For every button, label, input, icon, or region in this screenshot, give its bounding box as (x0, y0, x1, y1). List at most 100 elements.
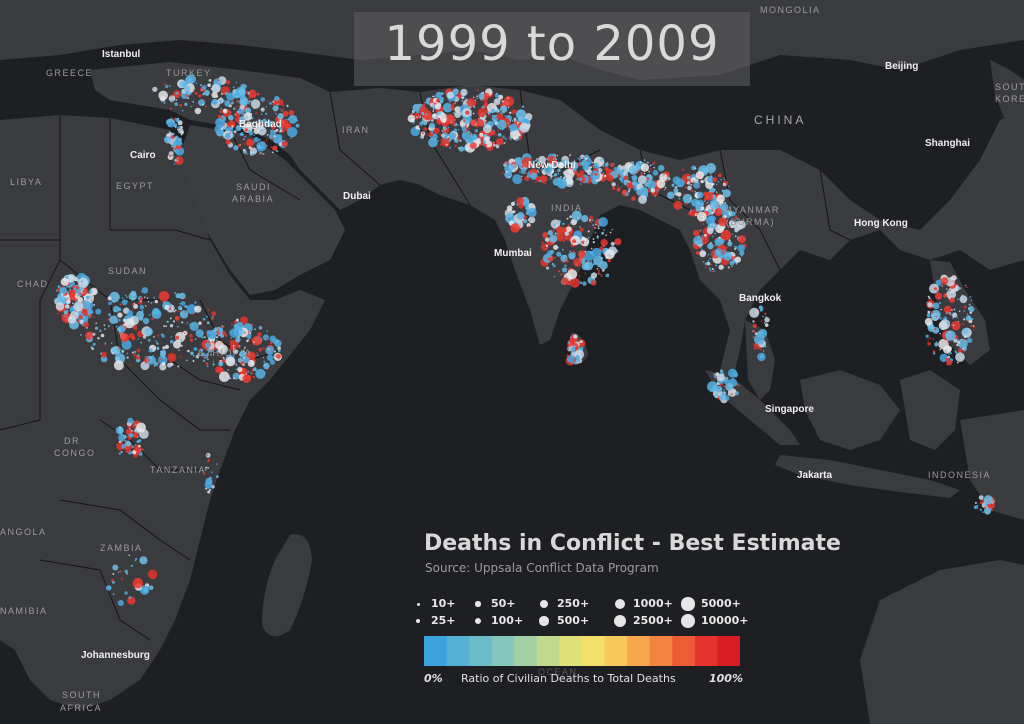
conflict-event-dot[interactable] (731, 265, 733, 268)
conflict-event-dot[interactable] (504, 115, 506, 117)
conflict-event-dot[interactable] (563, 177, 565, 179)
conflict-event-dot[interactable] (266, 144, 268, 147)
conflict-event-dot[interactable] (255, 120, 258, 123)
conflict-event-dot[interactable] (649, 164, 652, 167)
conflict-event-dot[interactable] (258, 123, 261, 126)
conflict-event-dot[interactable] (682, 168, 685, 171)
conflict-event-dot[interactable] (734, 256, 742, 263)
conflict-event-dot[interactable] (204, 480, 213, 489)
conflict-event-dot[interactable] (752, 330, 756, 333)
conflict-event-dot[interactable] (449, 115, 455, 121)
conflict-event-dot[interactable] (246, 153, 248, 155)
conflict-event-dot[interactable] (168, 130, 171, 133)
conflict-event-dot[interactable] (174, 292, 176, 294)
conflict-event-dot[interactable] (148, 359, 150, 362)
conflict-event-dot[interactable] (189, 338, 194, 342)
conflict-event-dot[interactable] (578, 275, 581, 277)
conflict-event-dot[interactable] (189, 334, 193, 338)
conflict-event-dot[interactable] (222, 356, 225, 359)
conflict-event-dot[interactable] (432, 105, 434, 108)
conflict-event-dot[interactable] (711, 192, 713, 194)
conflict-event-dot[interactable] (594, 231, 597, 234)
conflict-event-dot[interactable] (170, 135, 175, 139)
conflict-event-dot[interactable] (527, 225, 530, 228)
conflict-event-dot[interactable] (684, 202, 687, 205)
conflict-event-dot[interactable] (207, 358, 209, 360)
conflict-event-dot[interactable] (521, 157, 533, 168)
conflict-event-dot[interactable] (256, 141, 267, 152)
conflict-event-dot[interactable] (277, 113, 284, 120)
conflict-event-dot[interactable] (235, 81, 238, 84)
conflict-event-dot[interactable] (216, 336, 219, 339)
conflict-event-dot[interactable] (274, 339, 282, 347)
conflict-event-dot[interactable] (141, 309, 144, 312)
conflict-event-dot[interactable] (536, 158, 538, 160)
conflict-event-dot[interactable] (502, 135, 505, 138)
conflict-event-dot[interactable] (654, 195, 657, 197)
conflict-event-dot[interactable] (949, 352, 953, 355)
conflict-event-dot[interactable] (701, 248, 703, 251)
conflict-event-dot[interactable] (583, 157, 592, 167)
conflict-event-dot[interactable] (161, 368, 164, 370)
conflict-event-dot[interactable] (435, 91, 443, 99)
conflict-event-dot[interactable] (432, 113, 436, 118)
conflict-event-dot[interactable] (682, 173, 693, 185)
conflict-event-dot[interactable] (258, 124, 264, 131)
conflict-event-dot[interactable] (723, 249, 726, 252)
conflict-event-dot[interactable] (436, 99, 440, 103)
conflict-event-dot[interactable] (148, 585, 154, 590)
conflict-event-dot[interactable] (81, 300, 91, 310)
conflict-event-dot[interactable] (959, 295, 968, 304)
conflict-event-dot[interactable] (163, 83, 166, 85)
conflict-event-dot[interactable] (277, 346, 281, 350)
conflict-event-dot[interactable] (507, 122, 509, 125)
conflict-event-dot[interactable] (526, 213, 528, 215)
conflict-event-dot[interactable] (667, 177, 671, 181)
conflict-event-dot[interactable] (100, 355, 108, 363)
conflict-event-dot[interactable] (80, 280, 83, 283)
conflict-event-dot[interactable] (222, 331, 226, 335)
conflict-event-dot[interactable] (411, 112, 414, 115)
conflict-event-dot[interactable] (266, 120, 273, 127)
conflict-event-dot[interactable] (519, 132, 521, 135)
conflict-event-dot[interactable] (705, 181, 714, 190)
conflict-event-dot[interactable] (724, 201, 727, 204)
conflict-event-dot[interactable] (485, 140, 493, 148)
conflict-event-dot[interactable] (534, 159, 537, 162)
conflict-event-dot[interactable] (593, 226, 596, 229)
conflict-event-dot[interactable] (930, 309, 941, 320)
conflict-event-dot[interactable] (702, 223, 705, 225)
conflict-event-dot[interactable] (244, 128, 248, 132)
conflict-event-dot[interactable] (207, 458, 211, 462)
conflict-event-dot[interactable] (457, 135, 460, 137)
conflict-event-dot[interactable] (724, 215, 727, 218)
conflict-event-dot[interactable] (600, 249, 602, 252)
conflict-event-dot[interactable] (236, 105, 238, 108)
conflict-event-dot[interactable] (583, 250, 595, 262)
conflict-event-dot[interactable] (718, 246, 721, 248)
conflict-event-dot[interactable] (224, 100, 231, 107)
conflict-event-dot[interactable] (933, 352, 936, 355)
conflict-event-dot[interactable] (706, 227, 714, 235)
conflict-event-dot[interactable] (242, 363, 245, 366)
conflict-event-dot[interactable] (255, 112, 258, 114)
conflict-event-dot[interactable] (77, 294, 79, 297)
conflict-event-dot[interactable] (126, 310, 134, 318)
conflict-event-dot[interactable] (472, 96, 475, 99)
conflict-event-dot[interactable] (118, 433, 126, 442)
conflict-event-dot[interactable] (70, 279, 72, 282)
conflict-event-dot[interactable] (557, 161, 560, 165)
conflict-event-dot[interactable] (476, 95, 479, 97)
conflict-event-dot[interactable] (471, 133, 478, 141)
conflict-event-dot[interactable] (153, 336, 155, 338)
conflict-event-dot[interactable] (247, 91, 250, 95)
conflict-event-dot[interactable] (564, 231, 569, 236)
conflict-event-dot[interactable] (232, 347, 235, 350)
conflict-event-dot[interactable] (218, 361, 224, 367)
conflict-event-dot[interactable] (59, 286, 67, 295)
conflict-event-dot[interactable] (652, 185, 655, 187)
conflict-event-dot[interactable] (439, 133, 442, 136)
conflict-event-dot[interactable] (702, 251, 706, 256)
conflict-event-dot[interactable] (948, 353, 950, 356)
